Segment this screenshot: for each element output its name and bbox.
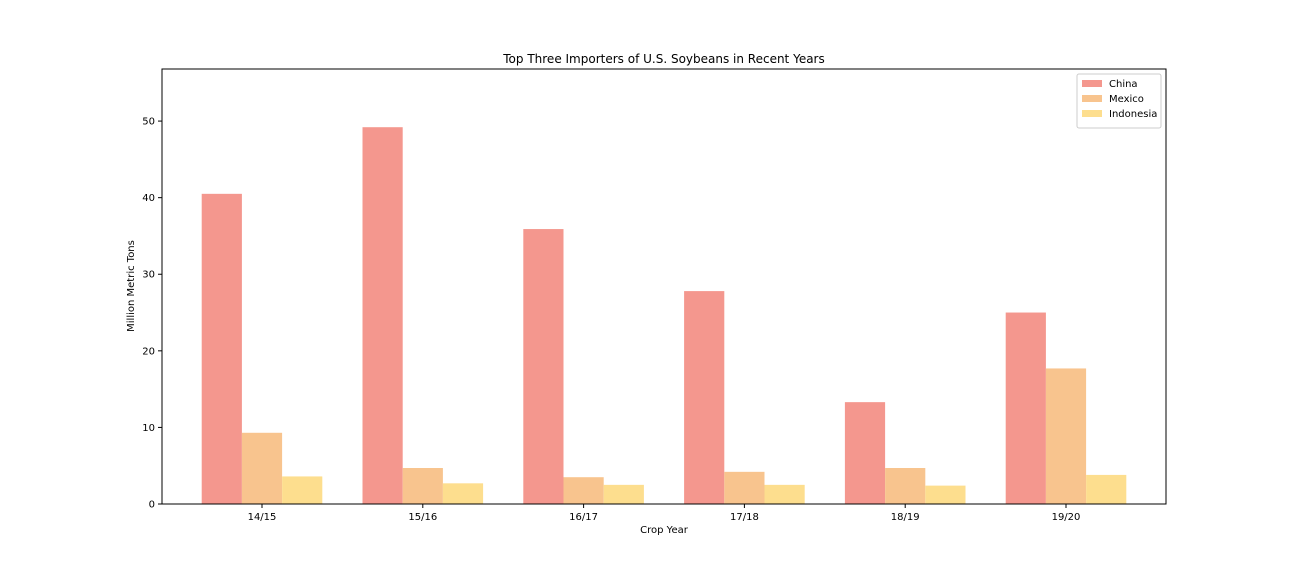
- bar-indonesia-17-18: [764, 484, 805, 504]
- bar-china-14-15: [201, 193, 242, 504]
- bar-mexico-17-18: [724, 471, 765, 504]
- x-axis-label: Crop Year: [640, 525, 689, 536]
- legend-label-mexico: Mexico: [1109, 94, 1144, 105]
- y-axis: 0 10 20 30 40 50: [142, 117, 162, 511]
- y-tick-label: 30: [142, 270, 155, 281]
- bar-mexico-15-16: [402, 468, 443, 504]
- y-axis-label: Million Metric Tons: [126, 240, 137, 332]
- y-tick-label: 0: [149, 500, 155, 511]
- legend-swatch-china: [1082, 80, 1102, 87]
- bar-indonesia-14-15: [282, 476, 323, 504]
- y-tick-label: 20: [142, 346, 155, 357]
- x-tick-label: 17/18: [730, 512, 759, 523]
- bar-indonesia-18-19: [925, 485, 966, 504]
- legend-swatch-indonesia: [1082, 110, 1102, 117]
- legend-label-china: China: [1109, 79, 1138, 90]
- bars-group: [201, 127, 1127, 504]
- y-tick-label: 50: [142, 117, 155, 128]
- legend: China Mexico Indonesia: [1076, 73, 1162, 129]
- bar-indonesia-16-17: [603, 484, 644, 504]
- legend-swatch-mexico: [1082, 95, 1102, 102]
- y-tick-label: 40: [142, 193, 155, 204]
- bar-china-19-20: [1005, 312, 1046, 504]
- bar-china-18-19: [844, 402, 886, 504]
- chart-title: Top Three Importers of U.S. Soybeans in …: [502, 52, 824, 66]
- plot-frame: [161, 68, 1167, 505]
- bar-china-16-17: [523, 229, 564, 504]
- x-tick-label: 14/15: [248, 512, 277, 523]
- x-tick-label: 19/20: [1052, 512, 1081, 523]
- y-tick-label: 10: [142, 423, 155, 434]
- x-tick-label: 16/17: [569, 512, 598, 523]
- bar-mexico-14-15: [241, 432, 283, 504]
- bar-china-17-18: [684, 291, 725, 504]
- x-axis: 14/15 15/16 16/17 17/18 18/19 19/20: [248, 504, 1081, 523]
- x-tick-label: 15/16: [408, 512, 437, 523]
- bar-mexico-18-19: [885, 468, 926, 504]
- legend-label-indonesia: Indonesia: [1109, 109, 1157, 120]
- bar-mexico-16-17: [563, 477, 604, 504]
- bar-china-15-16: [362, 127, 403, 504]
- bar-indonesia-19-20: [1086, 474, 1127, 504]
- x-tick-label: 18/19: [891, 512, 920, 523]
- bar-mexico-19-20: [1045, 368, 1087, 504]
- bar-indonesia-15-16: [442, 483, 484, 504]
